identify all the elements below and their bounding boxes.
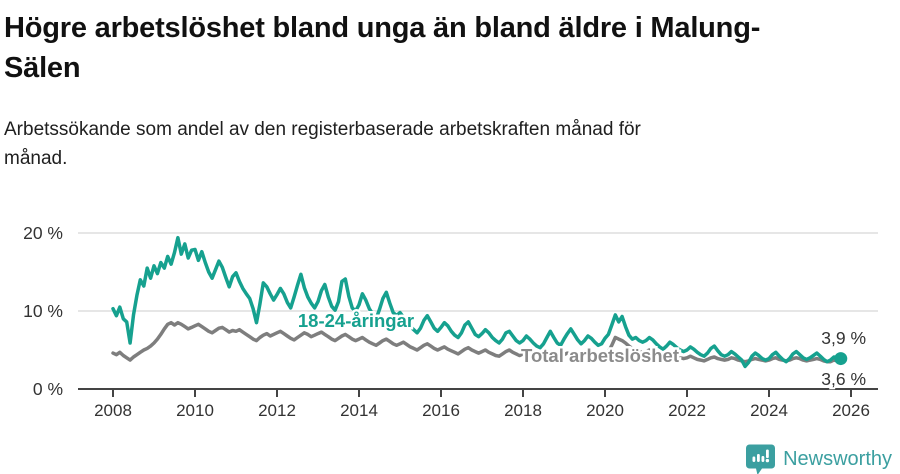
series-end-dot [834,352,848,366]
x-axis-tick-label: 2014 [340,401,378,420]
x-axis-tick-label: 2012 [258,401,296,420]
x-axis-tick-label: 2016 [422,401,460,420]
newsworthy-logo-icon [745,443,776,474]
x-axis-tick-label: 2010 [176,401,214,420]
y-axis-tick-label: 10 % [23,301,63,321]
series-line-Total arbetslöshet [111,320,843,364]
footer: Newsworthy [745,443,892,474]
x-axis-tick-label: 2020 [586,401,624,420]
chart-title: Högre arbetslöshet bland unga än bland ä… [4,12,761,85]
x-axis-tick-label: 2018 [504,401,542,420]
series-end-value-label: 3,9 % [821,328,866,348]
chart-subtitle: Arbetssökande som andel av den registerb… [4,119,641,170]
infographic-card: Högre arbetslöshet bland unga än bland ä… [0,8,900,474]
series-line-18-24-åringar [111,235,843,369]
series-label: 18-24-åringar [298,310,414,331]
x-axis-tick-label: 2008 [94,401,132,420]
series-label: Total arbetslöshet [521,345,679,366]
unemployment-line-chart: 0 % 10 % 20 % 2008 2010 2012 2014 2016 2018 2020 2… [23,223,878,420]
series-end-value-label: 3,6 % [821,369,866,389]
y-axis-tick-label: 0 % [33,379,63,399]
x-axis-tick-label: 2022 [668,401,706,420]
newsworthy-brand-label: Newsworthy [783,448,892,470]
x-axis-tick-label: 2026 [832,401,870,420]
chart-area: 0 % 10 % 20 % 2008 2010 2012 2014 2016 2018 2020 2… [0,208,900,448]
x-axis-tick-label: 2024 [750,401,788,420]
y-axis-tick-label: 20 % [23,223,63,243]
